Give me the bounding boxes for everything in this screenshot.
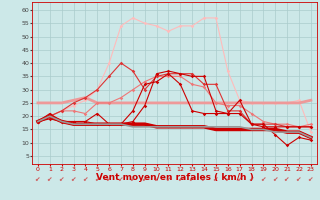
Text: ←: ← xyxy=(141,175,148,182)
Text: ←: ← xyxy=(284,175,291,182)
Text: ←: ← xyxy=(248,175,255,182)
Text: ←: ← xyxy=(82,175,89,182)
Text: ←: ← xyxy=(117,175,124,182)
Text: ←: ← xyxy=(58,175,65,182)
Text: ←: ← xyxy=(212,175,220,182)
Text: ←: ← xyxy=(260,175,267,182)
Text: ←: ← xyxy=(200,175,208,182)
Text: ←: ← xyxy=(34,175,42,182)
Text: ←: ← xyxy=(46,175,53,182)
Text: ←: ← xyxy=(188,175,196,182)
Text: ←: ← xyxy=(307,175,315,182)
Text: ←: ← xyxy=(224,175,231,182)
Text: ←: ← xyxy=(165,175,172,182)
Text: ←: ← xyxy=(129,175,137,182)
Text: ←: ← xyxy=(236,175,243,182)
Text: ←: ← xyxy=(70,175,77,182)
Text: ←: ← xyxy=(153,175,160,182)
Text: ←: ← xyxy=(177,175,184,182)
Text: ←: ← xyxy=(94,175,101,182)
Text: ←: ← xyxy=(272,175,279,182)
Text: ←: ← xyxy=(295,175,303,182)
Text: ←: ← xyxy=(106,175,113,182)
X-axis label: Vent moyen/en rafales ( km/h ): Vent moyen/en rafales ( km/h ) xyxy=(96,173,253,182)
